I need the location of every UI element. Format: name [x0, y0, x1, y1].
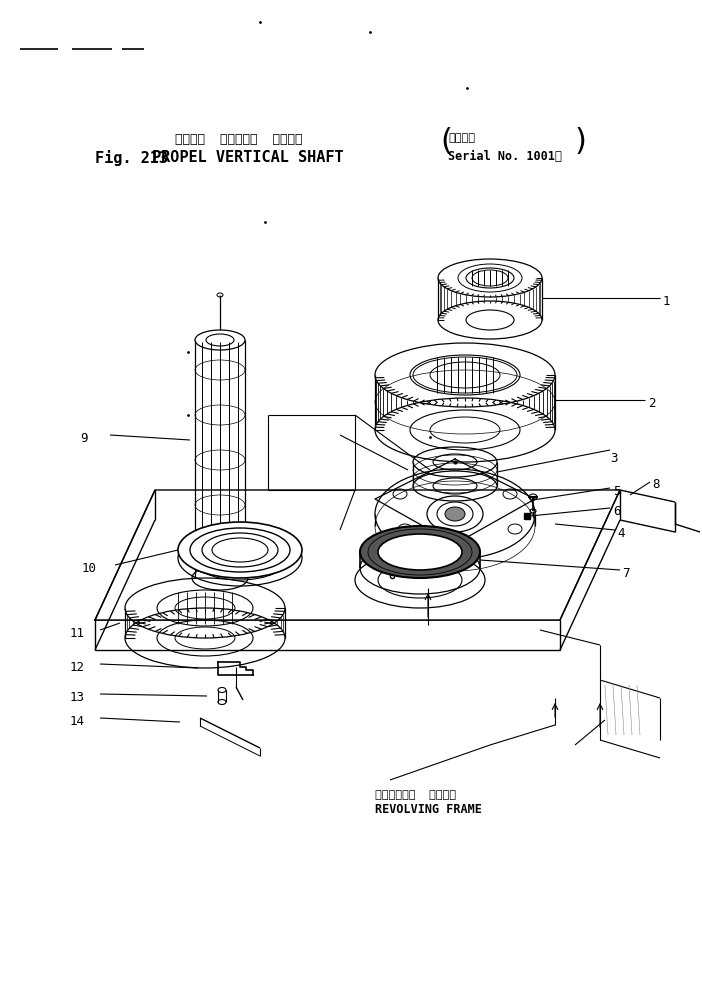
Text: プロペル  バーチカル  シャフト: プロペル バーチカル シャフト	[175, 133, 303, 146]
Ellipse shape	[445, 507, 465, 521]
Ellipse shape	[360, 526, 480, 578]
Text: PROPEL VERTICAL SHAFT: PROPEL VERTICAL SHAFT	[152, 150, 343, 165]
Ellipse shape	[529, 494, 537, 500]
Text: 6: 6	[613, 505, 621, 518]
Ellipse shape	[202, 533, 278, 567]
Text: Fig. 213: Fig. 213	[95, 150, 168, 166]
Text: 10: 10	[82, 562, 97, 575]
Text: REVOLVING FRAME: REVOLVING FRAME	[375, 803, 482, 816]
Text: 7: 7	[622, 567, 630, 580]
Ellipse shape	[190, 528, 290, 572]
Text: 12: 12	[70, 661, 85, 674]
Text: 14: 14	[70, 715, 85, 728]
Ellipse shape	[218, 688, 226, 693]
Text: 8: 8	[652, 478, 659, 491]
Ellipse shape	[178, 522, 302, 578]
Text: 4: 4	[617, 527, 625, 540]
Text: 1: 1	[663, 295, 670, 308]
Text: 3: 3	[610, 452, 618, 465]
Text: 2: 2	[648, 397, 656, 410]
Text: 11: 11	[70, 627, 85, 640]
Ellipse shape	[378, 534, 462, 570]
Text: 適用号譌: 適用号譌	[448, 133, 475, 143]
Text: 13: 13	[70, 691, 85, 704]
Text: レボルビング  フレーム: レボルビング フレーム	[375, 790, 456, 800]
Text: 9: 9	[80, 432, 88, 445]
Text: (: (	[440, 127, 452, 156]
Text: 5: 5	[613, 485, 621, 498]
Text: ): )	[575, 127, 587, 156]
Text: Serial No. 1001～: Serial No. 1001～	[448, 150, 562, 163]
